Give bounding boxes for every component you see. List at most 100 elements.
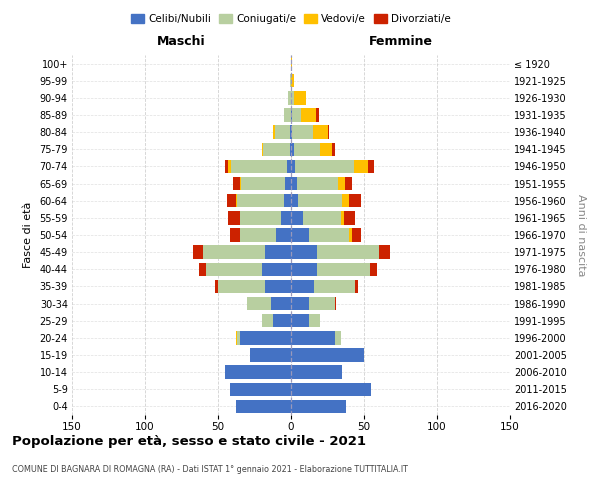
Bar [226,160,228,173]
Bar [193,246,203,259]
Bar [317,246,379,259]
Bar [290,74,291,88]
Bar [228,211,240,224]
Bar [291,57,292,70]
Bar [284,108,291,122]
Bar [236,400,291,413]
Bar [240,177,241,190]
Bar [291,228,308,241]
Bar [355,280,358,293]
Bar [291,108,292,122]
Bar [218,280,265,293]
Bar [230,228,240,241]
Bar [341,211,344,224]
Bar [320,142,332,156]
Bar [344,211,355,224]
Bar [291,74,294,88]
Bar [287,160,291,173]
Bar [263,142,290,156]
Bar [332,142,335,156]
Bar [291,262,317,276]
Bar [291,314,308,328]
Bar [275,126,290,139]
Bar [240,211,281,224]
Bar [291,126,292,139]
Bar [284,194,291,207]
Bar [302,211,341,224]
Bar [262,142,263,156]
Y-axis label: Fasce di età: Fasce di età [23,202,32,268]
Bar [265,246,291,259]
Bar [277,228,291,241]
Text: Popolazione per età, sesso e stato civile - 2021: Popolazione per età, sesso e stato civil… [12,435,366,448]
Bar [314,280,355,293]
Bar [291,211,302,224]
Text: COMUNE DI BAGNARA DI ROMAGNA (RA) - Dati ISTAT 1° gennaio 2021 - Elaborazione TU: COMUNE DI BAGNARA DI ROMAGNA (RA) - Dati… [12,465,408,474]
Bar [349,194,361,207]
Bar [285,177,291,190]
Bar [291,348,364,362]
Bar [237,194,284,207]
Bar [199,262,206,276]
Bar [291,177,297,190]
Bar [335,297,336,310]
Bar [291,194,298,207]
Bar [328,126,329,139]
Bar [338,177,345,190]
Bar [292,126,313,139]
Bar [290,126,291,139]
Bar [291,382,371,396]
Bar [379,246,390,259]
Bar [236,194,237,207]
Bar [291,331,335,344]
Bar [291,400,346,413]
Bar [227,194,236,207]
Bar [291,280,314,293]
Bar [215,280,218,293]
Bar [295,160,354,173]
Bar [291,297,308,310]
Bar [368,160,374,173]
Bar [291,366,342,379]
Bar [294,91,305,104]
Bar [233,177,240,190]
Bar [291,142,294,156]
Bar [345,177,352,190]
Bar [290,142,291,156]
Bar [262,314,274,328]
Bar [274,126,275,139]
Bar [352,228,361,241]
Bar [291,91,294,104]
Y-axis label: Anni di nascita: Anni di nascita [577,194,586,276]
Bar [335,331,341,344]
Bar [236,331,237,344]
Bar [262,262,291,276]
Bar [237,331,240,344]
Bar [308,297,335,310]
Bar [288,91,291,104]
Bar [294,142,320,156]
Bar [228,160,231,173]
Bar [240,331,291,344]
Bar [349,228,352,241]
Bar [230,382,291,396]
Bar [265,280,291,293]
Bar [313,126,328,139]
Bar [297,177,338,190]
Bar [308,228,349,241]
Bar [291,246,317,259]
Bar [274,314,291,328]
Bar [226,366,291,379]
Bar [298,194,342,207]
Bar [292,108,301,122]
Bar [308,314,320,328]
Bar [247,297,271,310]
Bar [241,177,285,190]
Legend: Celibi/Nubili, Coniugati/e, Vedovi/e, Divorziati/e: Celibi/Nubili, Coniugati/e, Vedovi/e, Di… [127,10,455,28]
Text: Maschi: Maschi [157,35,206,48]
Bar [206,262,262,276]
Text: Femmine: Femmine [368,35,433,48]
Bar [291,160,295,173]
Bar [316,108,319,122]
Bar [281,211,291,224]
